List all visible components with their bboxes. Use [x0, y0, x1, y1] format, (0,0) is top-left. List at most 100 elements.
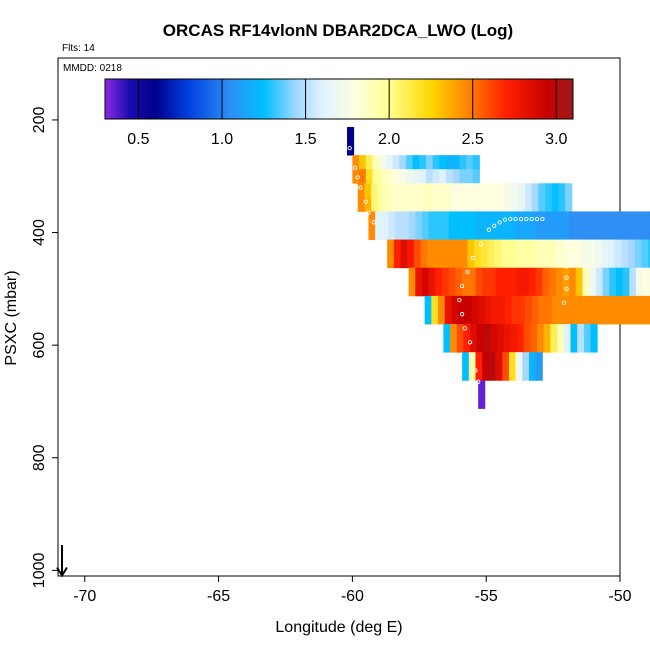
heatmap-cells	[347, 126, 650, 409]
heatmap-cell	[557, 338, 565, 353]
wind-arrow-icon	[56, 545, 68, 578]
heatmap-cell	[502, 225, 510, 240]
heatmap-cell	[408, 225, 416, 240]
track-point	[508, 216, 513, 222]
heatmap-cell	[554, 239, 562, 255]
heatmap-cell	[525, 295, 533, 311]
track-point	[470, 255, 475, 261]
heatmap-cell	[483, 338, 491, 353]
heatmap-cell	[482, 352, 490, 367]
track-point	[476, 379, 481, 384]
heatmap-cell	[419, 155, 427, 170]
heatmap-cell	[529, 211, 537, 226]
heatmap-cell	[522, 211, 530, 226]
heatmap-cell	[440, 253, 448, 269]
heatmap-cell	[432, 169, 440, 184]
heatmap-cell	[581, 239, 589, 255]
track-point	[462, 326, 467, 331]
heatmap-cell	[598, 295, 606, 311]
heatmap-cell	[391, 183, 399, 198]
heatmap-cell	[407, 253, 415, 269]
heatmap-cell	[372, 155, 380, 170]
track-point	[518, 216, 524, 222]
heatmap-cell	[567, 253, 575, 269]
x-tick-label: -50	[608, 588, 631, 605]
heatmap-cell	[443, 338, 451, 353]
x-tick-label: -55	[475, 588, 498, 605]
x-tick-label: -70	[73, 588, 96, 605]
heatmap-cell	[595, 225, 603, 240]
heatmap-cell	[405, 155, 413, 170]
heatmap-cell	[602, 281, 610, 297]
heatmap-cell	[636, 267, 644, 283]
y-tick-label: 800	[31, 444, 48, 471]
heatmap-cell	[511, 183, 519, 198]
heatmap-cell	[582, 281, 590, 297]
heatmap-cell	[522, 281, 530, 297]
heatmap-cell	[527, 253, 535, 269]
heatmap-cell	[464, 183, 472, 198]
heatmap-cell	[522, 352, 530, 367]
heatmap-cell	[442, 211, 450, 226]
track-point	[561, 300, 566, 306]
track-point	[497, 220, 502, 225]
heatmap-cell	[551, 197, 559, 212]
heatmap-cell	[525, 183, 533, 198]
heatmap-cell	[574, 239, 582, 255]
track-point	[366, 210, 371, 215]
heatmap-cell	[413, 239, 422, 255]
heatmap-cell	[537, 338, 545, 353]
heatmap-cell	[391, 197, 399, 212]
heatmap-cell	[388, 225, 396, 240]
heatmap-cell	[607, 239, 616, 255]
heatmap-cell	[455, 281, 463, 297]
heatmap-cell	[571, 309, 579, 325]
heatmap-cell	[412, 169, 420, 184]
heatmap-cell	[435, 211, 443, 226]
heatmap-cell	[472, 155, 480, 170]
heatmap-cell	[419, 169, 427, 184]
heatmap-cell	[471, 309, 479, 325]
heatmap-cell	[618, 309, 626, 325]
heatmap-cell	[415, 267, 423, 283]
heatmap-cell	[511, 197, 519, 212]
heatmap-cell	[522, 267, 530, 283]
heatmap-cell	[487, 253, 495, 269]
heatmap-cell	[561, 253, 569, 269]
heatmap-cell	[591, 295, 599, 311]
heatmap-cell	[555, 225, 563, 240]
heatmap-cell	[420, 239, 428, 255]
heatmap-cell	[615, 225, 624, 240]
heatmap-cell	[503, 338, 511, 353]
heatmap-cell	[462, 267, 470, 283]
heatmap-cell	[357, 197, 365, 212]
heatmap-cell	[614, 239, 622, 255]
heatmap-cell	[645, 295, 650, 311]
heatmap-cell	[529, 225, 537, 240]
heatmap-cell	[438, 183, 446, 198]
heatmap-cell	[587, 239, 595, 255]
heatmap-cell	[634, 253, 642, 269]
heatmap-cell	[421, 225, 430, 240]
heatmap-cell	[508, 267, 517, 283]
heatmap-cell	[555, 267, 563, 283]
track-point	[564, 275, 569, 280]
heatmap-cell	[377, 197, 385, 212]
heatmap-cell	[520, 239, 529, 255]
track-point	[459, 312, 465, 317]
heatmap-cell	[582, 267, 590, 283]
heatmap-cell	[411, 197, 419, 212]
heatmap-cell	[439, 155, 447, 170]
heatmap-cell	[545, 295, 553, 311]
heatmap-cell	[400, 253, 408, 269]
heatmap-cell	[535, 352, 543, 367]
heatmap-cell	[529, 267, 537, 283]
heatmap-cell	[538, 309, 546, 325]
heatmap-cell	[446, 155, 454, 170]
heatmap-cell	[415, 281, 423, 297]
heatmap-cell	[488, 211, 496, 226]
heatmap-cell	[458, 183, 466, 198]
heatmap-cell	[495, 211, 503, 226]
heatmap-cell	[551, 309, 559, 325]
heatmap-cell	[484, 295, 492, 311]
